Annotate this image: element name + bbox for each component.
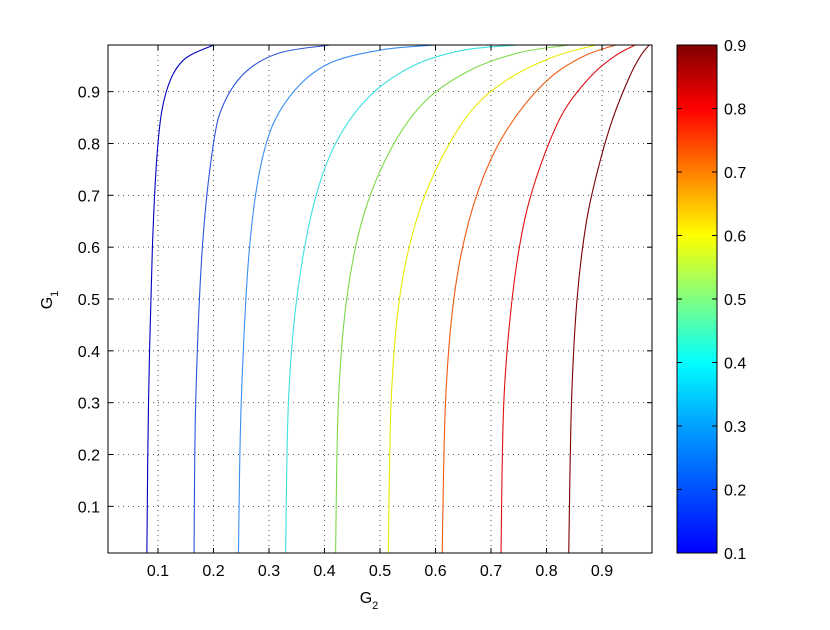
y-tick-label: 0.5: [78, 292, 100, 309]
colorbar-ticks: 0.1 0.2 0.3 0.4 0.5 0.6 0.7 0.8 0.9: [677, 38, 746, 563]
contour-line-0-5: [335, 45, 569, 553]
x-axis-ticks: 0.1 0.2 0.3 0.4 0.5 0.6 0.7 0.8 0.9: [147, 45, 613, 580]
y-tick-label: 0.8: [78, 136, 100, 153]
colorbar-tick-label: 0.5: [724, 292, 746, 309]
contour-line-0-2: [193, 45, 331, 553]
x-tick-label: 0.5: [369, 563, 391, 580]
y-tick-label: 0.6: [78, 240, 100, 257]
grid-lines: [108, 45, 652, 553]
contour-line-0-3: [237, 45, 436, 553]
colorbar-tick-label: 0.8: [724, 102, 746, 119]
x-tick-label: 0.2: [202, 563, 224, 580]
x-tick-label: 0.6: [424, 563, 446, 580]
x-tick-label: 0.1: [147, 563, 169, 580]
colorbar-tick-label: 0.4: [724, 356, 746, 373]
x-tick-label: 0.7: [480, 563, 502, 580]
contour-line-0-1: [146, 45, 214, 553]
x-axis-label-subscript: 2: [372, 600, 378, 612]
contour-lines: [146, 45, 650, 553]
contour-line-0-9: [568, 45, 650, 553]
y-tick-label: 0.3: [78, 396, 100, 413]
x-axis-label: G2: [360, 590, 379, 612]
y-tick-label: 0.1: [78, 499, 100, 516]
y-tick-label: 0.7: [78, 188, 100, 205]
x-tick-label: 0.9: [591, 563, 613, 580]
contour-line-0-8: [500, 45, 636, 553]
colorbar-tick-label: 0.2: [724, 483, 746, 500]
x-tick-label: 0.8: [535, 563, 557, 580]
y-tick-label: 0.4: [78, 344, 100, 361]
y-axis-label: G1: [39, 291, 61, 310]
colorbar-tick-label: 0.6: [724, 229, 746, 246]
x-tick-label: 0.4: [313, 563, 335, 580]
contour-line-0-6: [387, 45, 597, 553]
colorbar-tick-label: 0.9: [724, 38, 746, 55]
x-tick-label: 0.3: [258, 563, 280, 580]
contour-line-0-4: [285, 45, 519, 553]
colorbar-tick-label: 0.7: [724, 165, 746, 182]
colorbar-tick-label: 0.1: [724, 546, 746, 563]
colorbar-tick-label: 0.3: [724, 419, 746, 436]
y-tick-label: 0.2: [78, 448, 100, 465]
colorbar: [676, 44, 718, 554]
contour-line-0-7: [441, 45, 617, 553]
y-axis-ticks: 0.1 0.2 0.3 0.4 0.5 0.6 0.7 0.8 0.9: [78, 85, 652, 516]
y-axis-label-subscript: 1: [49, 291, 61, 297]
y-tick-label: 0.9: [78, 85, 100, 102]
